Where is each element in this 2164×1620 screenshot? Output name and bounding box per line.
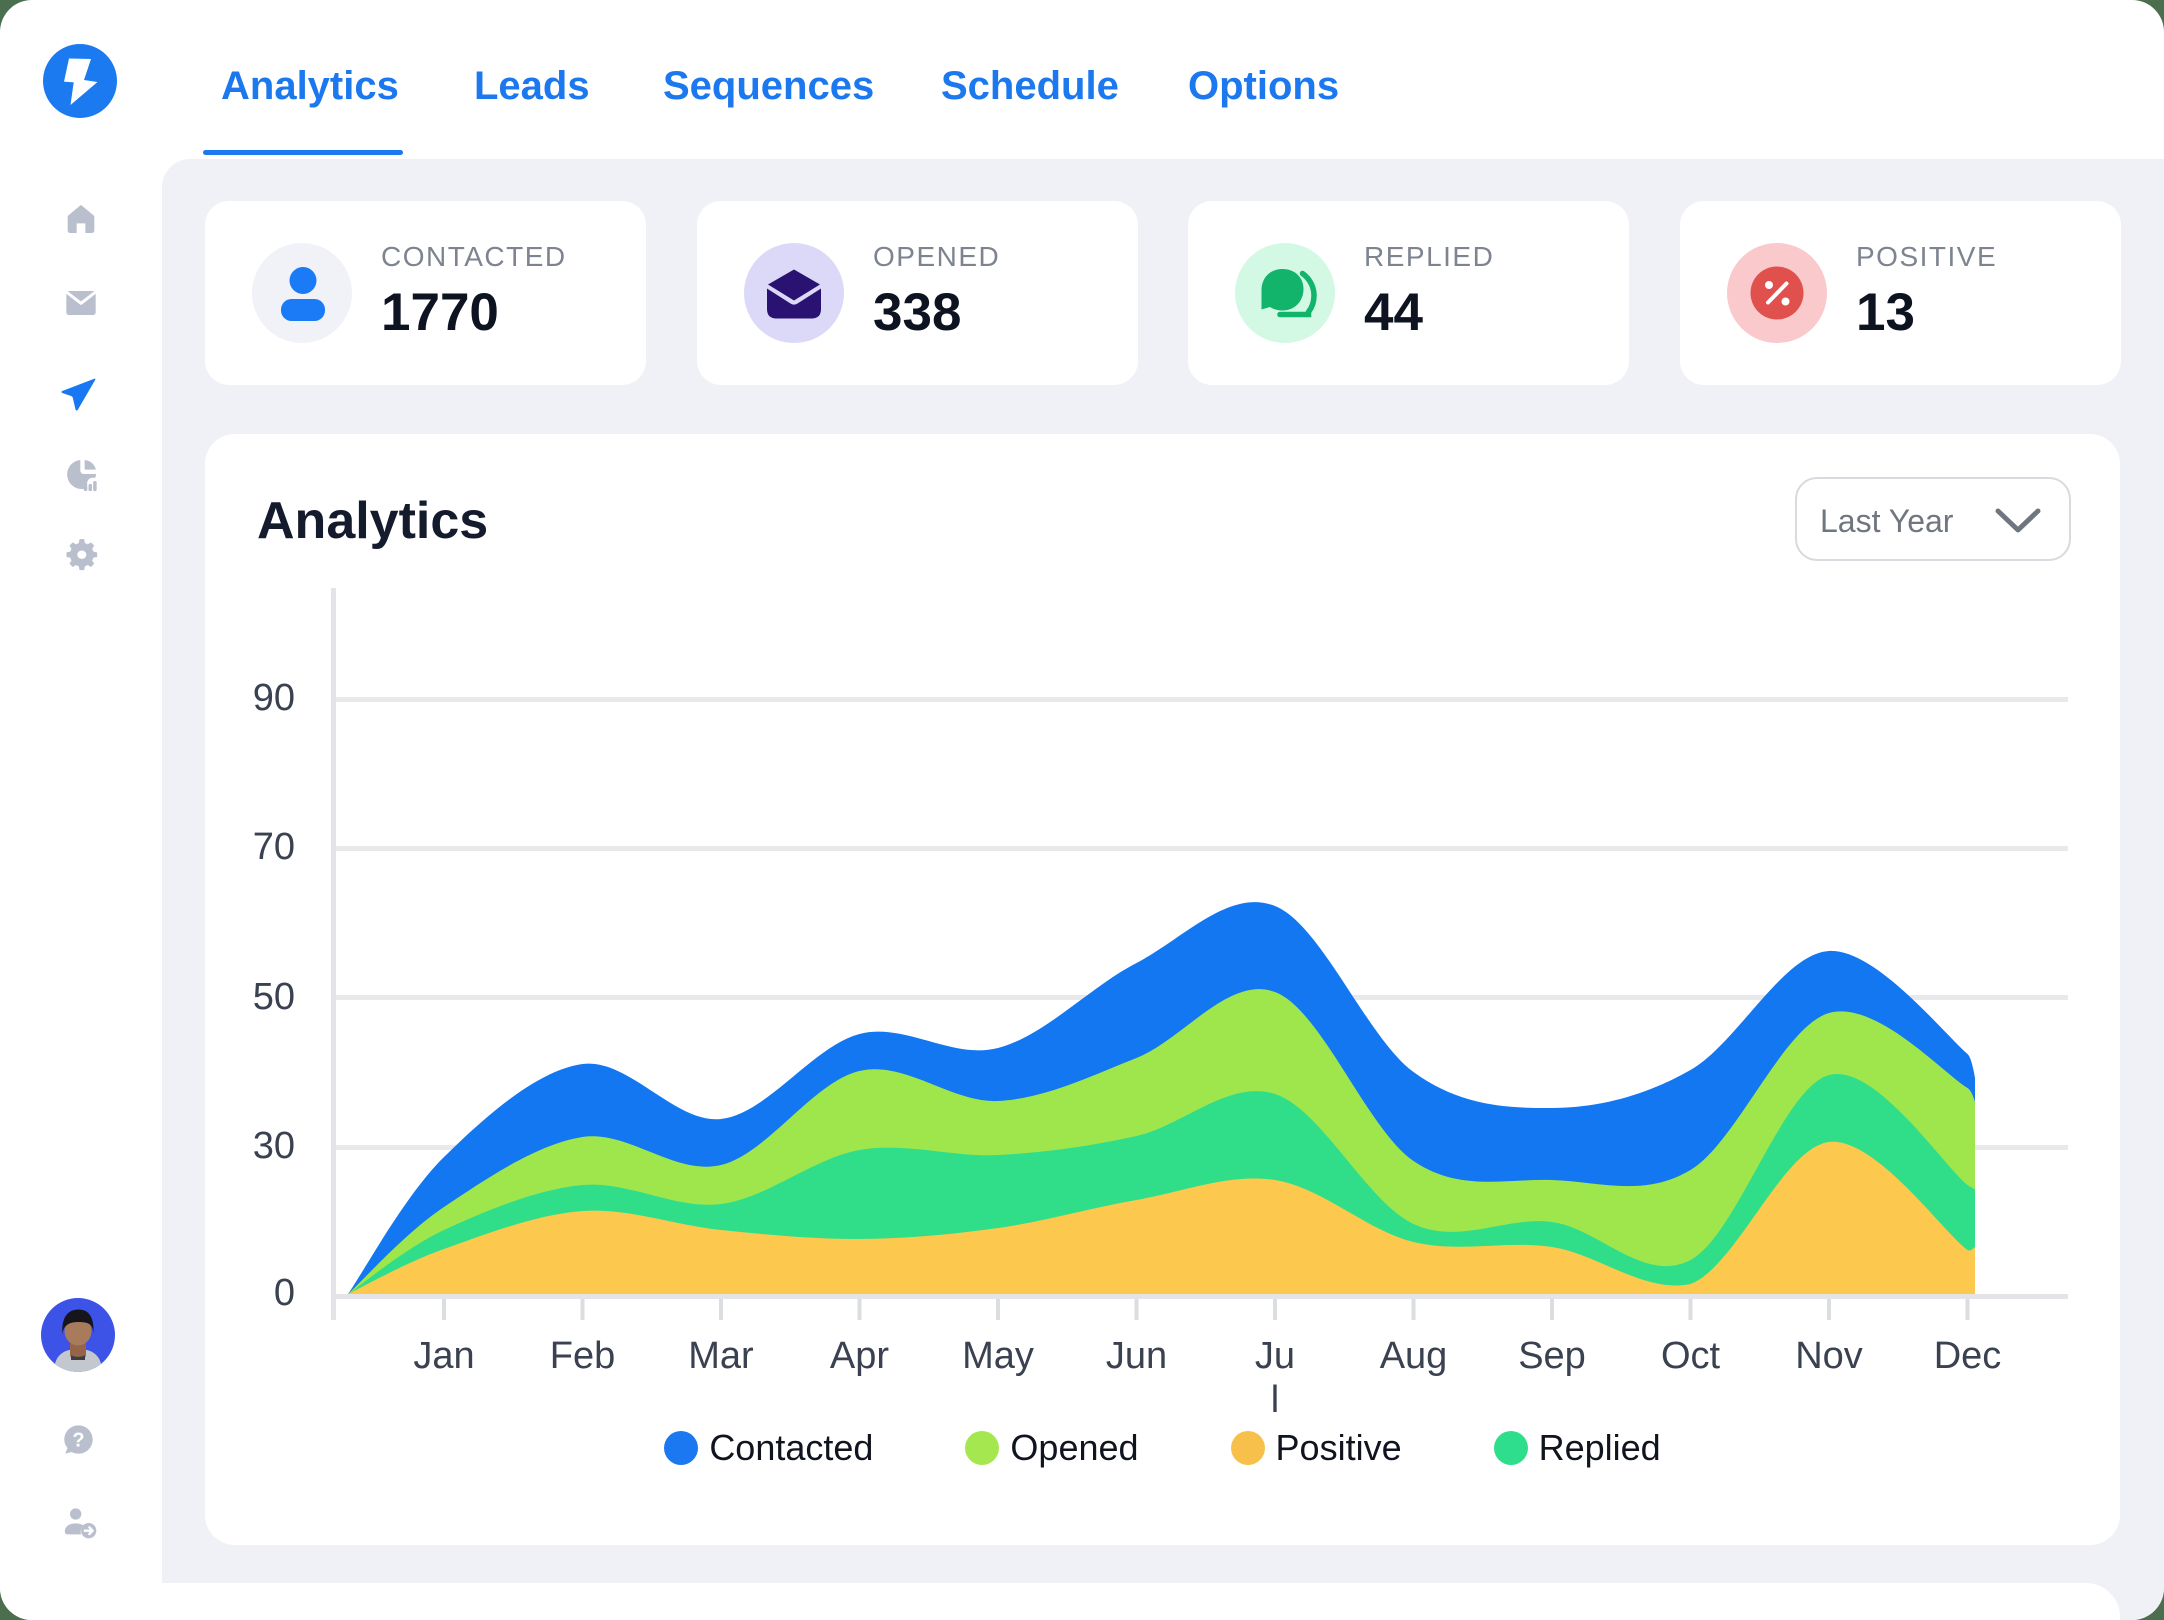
svg-text:Dec: Dec bbox=[1934, 1335, 2002, 1377]
svg-text:30: 30 bbox=[253, 1125, 295, 1167]
svg-text:0: 0 bbox=[274, 1272, 295, 1314]
svg-text:Mar: Mar bbox=[688, 1335, 754, 1377]
svg-text:l: l bbox=[1271, 1379, 1279, 1421]
svg-text:Jun: Jun bbox=[1106, 1335, 1167, 1377]
svg-text:Oct: Oct bbox=[1661, 1335, 1721, 1377]
svg-text:Aug: Aug bbox=[1380, 1335, 1448, 1377]
svg-text:50: 50 bbox=[253, 976, 295, 1018]
svg-text:Apr: Apr bbox=[830, 1335, 889, 1377]
svg-text:Jan: Jan bbox=[413, 1335, 474, 1377]
svg-text:Sep: Sep bbox=[1518, 1335, 1586, 1377]
svg-text:90: 90 bbox=[253, 677, 295, 719]
svg-text:May: May bbox=[962, 1335, 1034, 1377]
svg-text:Feb: Feb bbox=[550, 1335, 615, 1377]
svg-text:?: ? bbox=[72, 1429, 84, 1451]
svg-text:Nov: Nov bbox=[1795, 1335, 1863, 1377]
svg-text:Ju: Ju bbox=[1255, 1335, 1295, 1377]
svg-text:70: 70 bbox=[253, 826, 295, 868]
